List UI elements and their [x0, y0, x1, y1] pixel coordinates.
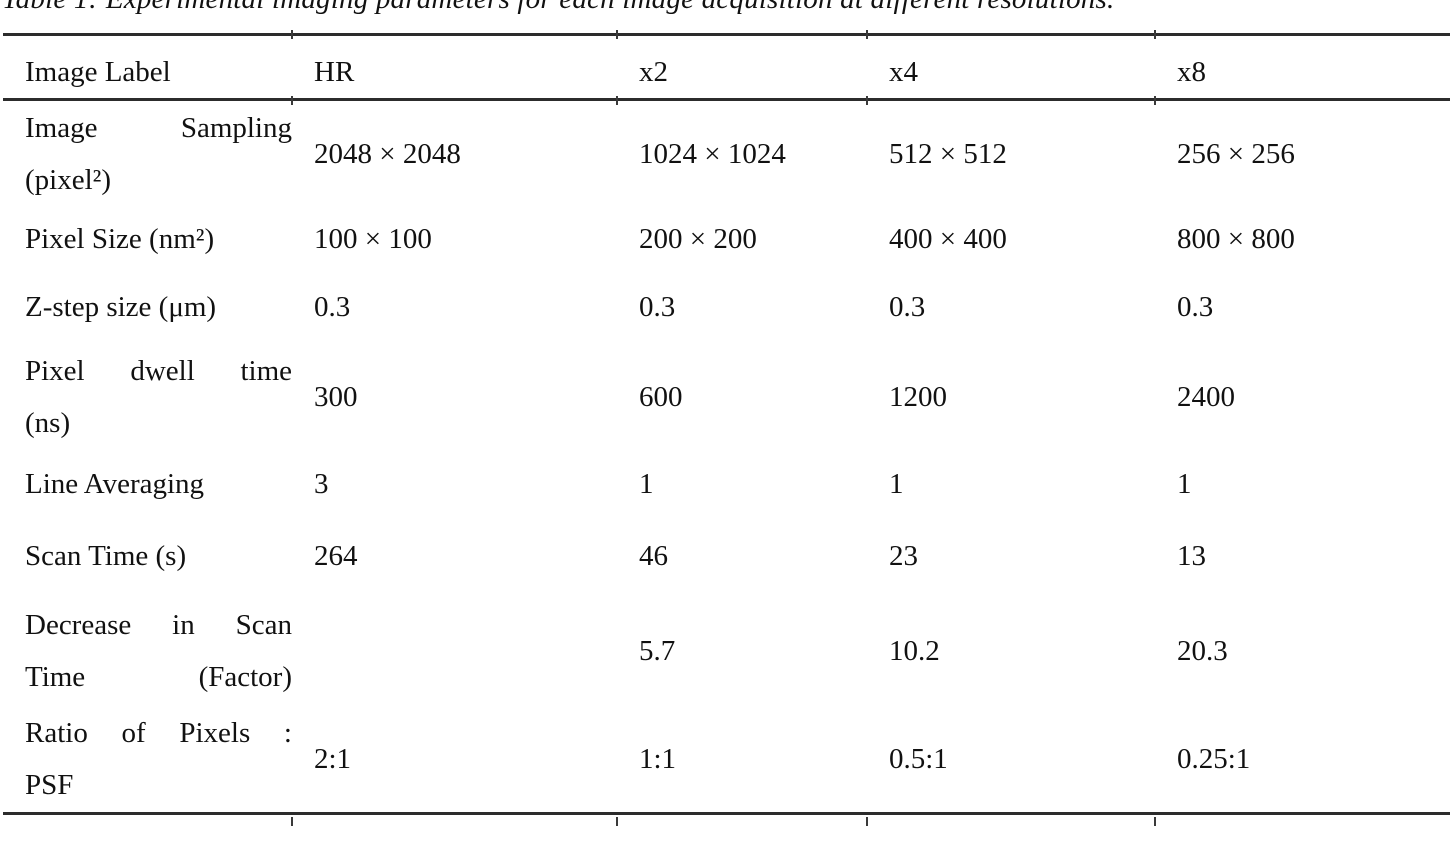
table-row-line-averaging: Line Averaging 3 1 1 1	[3, 452, 1450, 517]
table-cell: 3	[314, 468, 329, 500]
column-rule-tick	[866, 96, 868, 105]
table-cell: 256 × 256	[1177, 137, 1295, 170]
column-rule-tick	[616, 817, 618, 826]
row-label: Pixel Size (nm²)	[25, 223, 215, 255]
column-rule-tick	[1154, 817, 1156, 826]
row-label: Pixel dwell time (ns)	[25, 354, 292, 439]
column-rule-tick	[1154, 30, 1156, 39]
table-row-image-sampling: Image Sampling (pixel²) 2048 × 2048 1024…	[3, 100, 1450, 207]
column-rule-tick	[616, 30, 618, 39]
table-row-decrease-in-scan-time: Decrease in Scan Time (Factor) 5.7 10.2 …	[3, 595, 1450, 707]
table-cell: 0.3	[639, 290, 676, 323]
table-cell: 0.3	[889, 290, 926, 323]
table-cell: 100 × 100	[314, 223, 432, 255]
row-label: Z-step size (μm)	[25, 290, 217, 323]
table-cell: 800 × 800	[1177, 223, 1295, 255]
table-cell: 300	[314, 380, 358, 413]
row-label: Scan Time (s)	[25, 539, 187, 572]
table-cell: 400 × 400	[889, 223, 1007, 255]
table-cell: 5.7	[639, 634, 676, 667]
parameters-table: Image Label HR x2 x4 x8 Image Sampling (…	[3, 33, 1450, 815]
table-cell: 2:1	[314, 743, 352, 776]
column-header-hr: HR	[292, 34, 617, 101]
column-rule-tick	[291, 817, 293, 826]
column-rule-tick	[291, 96, 293, 105]
table-cell: 13	[1177, 539, 1206, 572]
table-row-scan-time: Scan Time (s) 264 46 23 13	[3, 517, 1450, 595]
row-label: Line Averaging	[25, 468, 205, 500]
table-cell: 23	[889, 539, 918, 572]
column-rule-tick	[291, 30, 293, 39]
column-header-x8: x8	[1155, 34, 1450, 101]
table-cell: 1024 × 1024	[639, 137, 786, 170]
table-cell: 512 × 512	[889, 137, 1007, 170]
column-rule-tick	[866, 817, 868, 826]
table-cell: 0.3	[314, 290, 351, 323]
row-label: Decrease in Scan Time (Factor)	[25, 608, 292, 693]
table-cell: 600	[639, 380, 683, 413]
table-wrapper: Image Label HR x2 x4 x8 Image Sampling (…	[3, 30, 1450, 826]
header-row: Image Label HR x2 x4 x8	[3, 34, 1450, 101]
table-cell: 1	[1177, 468, 1192, 500]
table-cell	[292, 595, 617, 707]
table-cell: 1	[639, 468, 654, 500]
column-header-x2: x2	[617, 34, 867, 101]
table-cell: 0.3	[1177, 290, 1214, 323]
table-row-z-step-size: Z-step size (μm) 0.3 0.3 0.3 0.3	[3, 272, 1450, 342]
column-header-x4: x4	[867, 34, 1155, 101]
column-rule-tick	[616, 96, 618, 105]
table-cell: 20.3	[1177, 634, 1228, 667]
table-cell: 2048 × 2048	[314, 137, 461, 170]
row-label: Image Sampling (pixel²)	[25, 111, 292, 196]
table-cell: 46	[639, 539, 668, 572]
table-cell: 0.5:1	[889, 743, 948, 776]
table-cell: 2400	[1177, 380, 1235, 413]
table-row-pixel-dwell-time: Pixel dwell time (ns) 300 600 1200 2400	[3, 342, 1450, 452]
table-row-pixel-size: Pixel Size (nm²) 100 × 100 200 × 200 400…	[3, 207, 1450, 272]
table-caption: Table 1: Experimental imaging parameters…	[2, 0, 1453, 16]
column-rule-tick	[866, 30, 868, 39]
table-cell: 200 × 200	[639, 223, 757, 255]
page: { "doc": { "caption": "Table 1: Experime…	[2, 0, 1453, 826]
table-cell: 10.2	[889, 634, 940, 667]
column-rule-tick	[1154, 96, 1156, 105]
table-cell: 1:1	[639, 743, 677, 776]
column-header-image-label: Image Label	[3, 34, 292, 101]
table-cell: 1200	[889, 380, 947, 413]
table-cell: 1	[889, 468, 904, 500]
table-cell: 264	[314, 539, 358, 572]
table-row-ratio-pixels-psf: Ratio of Pixels : PSF 2:1 1:1 0.5:1 0.25…	[3, 707, 1450, 814]
row-label: Ratio of Pixels : PSF	[25, 717, 292, 802]
table-cell: 0.25:1	[1177, 743, 1251, 776]
